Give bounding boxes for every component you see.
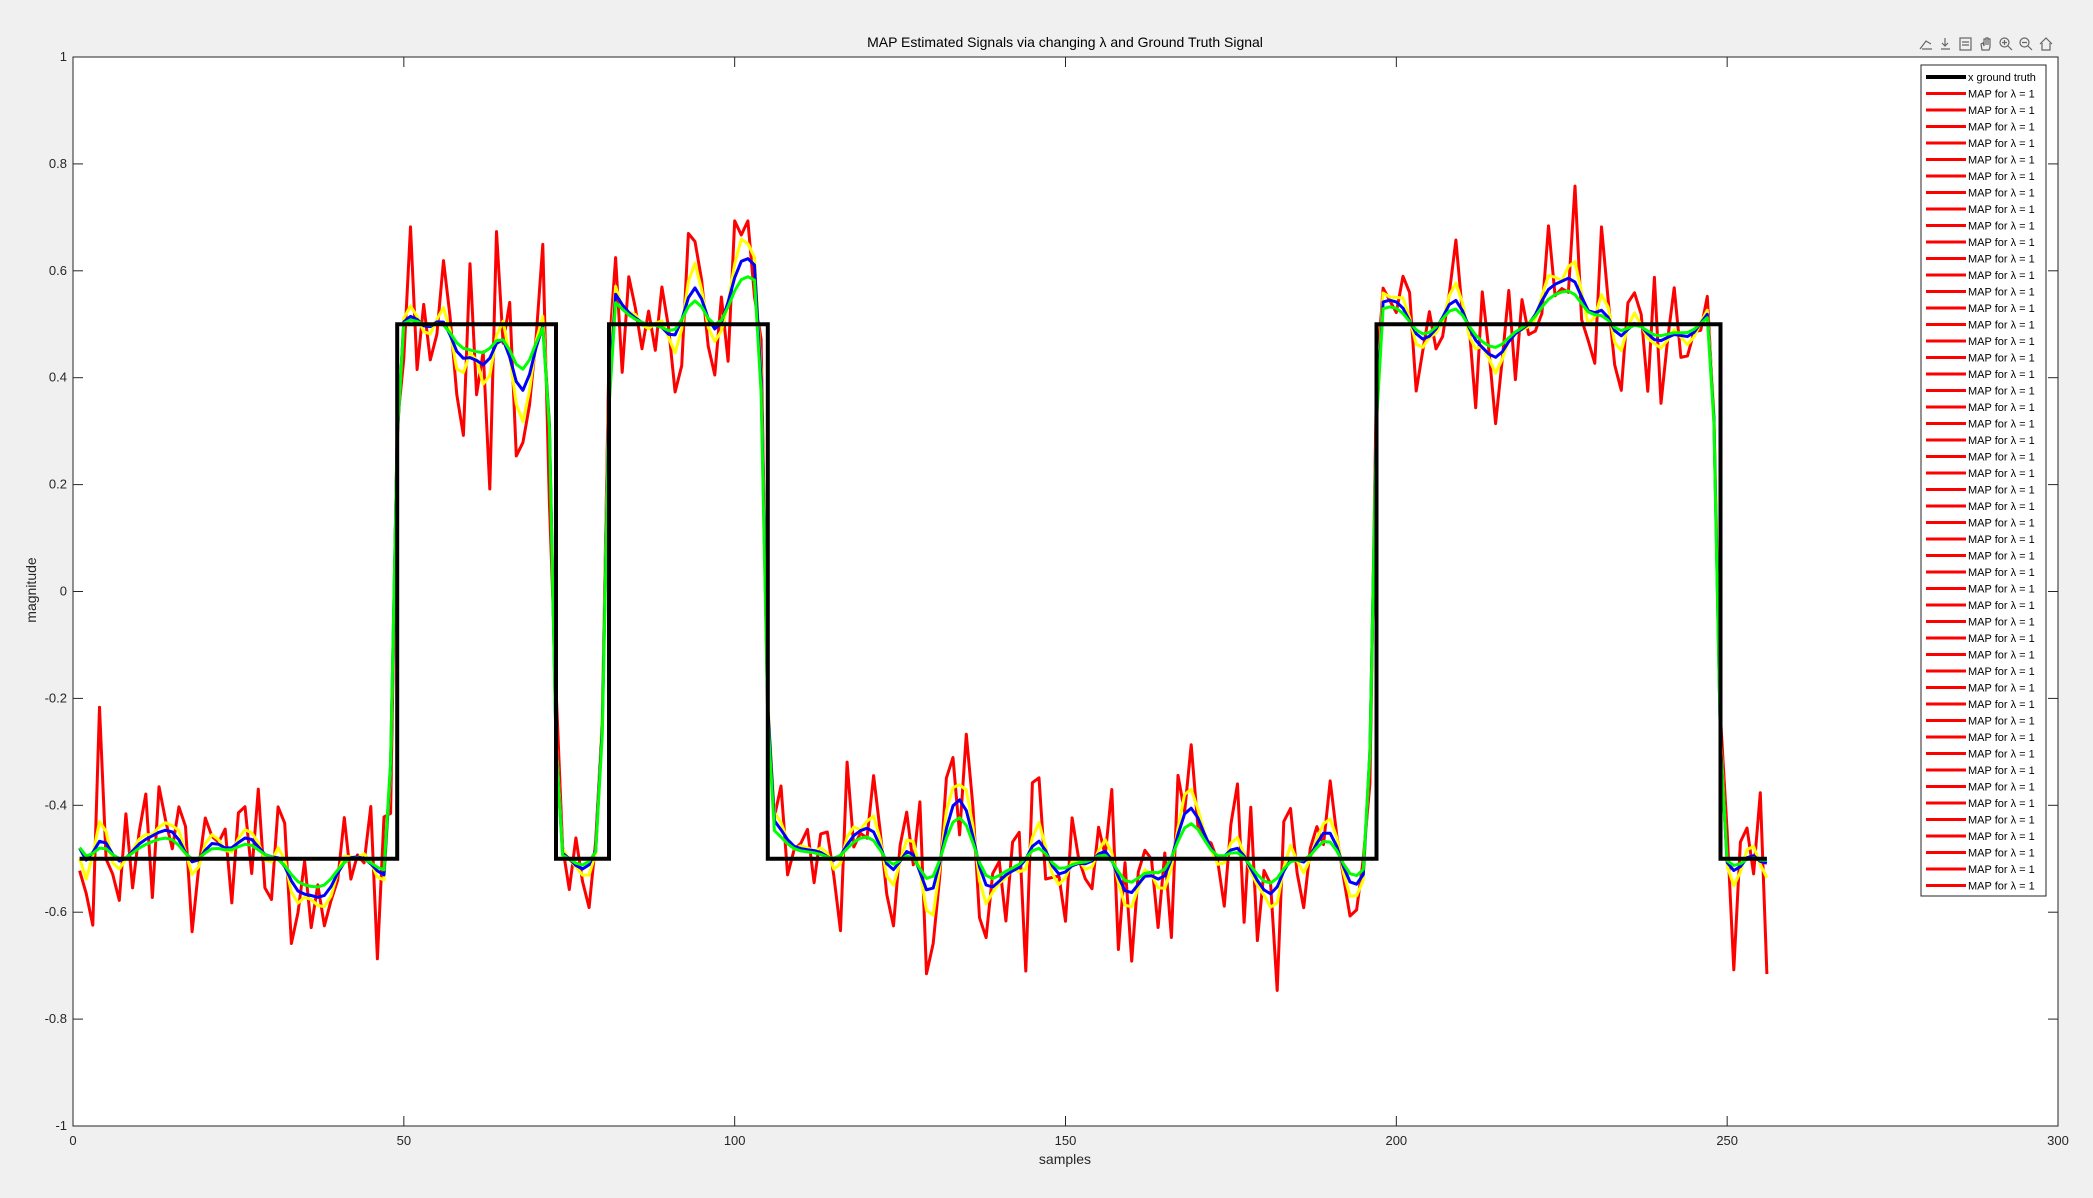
legend-entry-label: MAP for λ = 1	[1968, 435, 2035, 447]
legend-entry-label: MAP for λ = 1	[1968, 287, 2035, 299]
chart-title: MAP Estimated Signals via changing λ and…	[867, 34, 1263, 50]
axes-box	[72, 56, 2059, 1127]
brush-icon[interactable]	[1919, 40, 1932, 50]
legend-entry-label: MAP for λ = 1	[1968, 815, 2035, 827]
zoom-out-icon[interactable]	[2019, 37, 2033, 51]
x-tick-label: 250	[1716, 1133, 1738, 1148]
legend-entry-label: MAP for λ = 1	[1968, 452, 2035, 464]
legend-entry-label: MAP for λ = 1	[1968, 138, 2035, 150]
legend-entry-label: MAP for λ = 1	[1968, 501, 2035, 513]
y-tick-label: 0	[60, 584, 67, 599]
legend-entry-label: MAP for λ = 1	[1968, 881, 2035, 893]
legend-entry-label: MAP for λ = 1	[1968, 402, 2035, 414]
legend-entry-label: MAP for λ = 1	[1968, 782, 2035, 794]
legend[interactable]: x ground truth MAP for λ = 1 MAP for λ = 1…	[1920, 64, 2047, 897]
legend-entry-label: MAP for λ = 1	[1968, 188, 2035, 200]
legend-entry-label: MAP for λ = 1	[1968, 831, 2035, 843]
legend-entry-label: x ground truth	[1968, 72, 2036, 84]
x-tick-label: 100	[724, 1133, 746, 1148]
legend-entry-label: MAP for λ = 1	[1968, 617, 2035, 629]
y-tick-label: 0.4	[49, 370, 67, 385]
legend-entry-label: MAP for λ = 1	[1968, 716, 2035, 728]
y-tick-label: 0.6	[49, 263, 67, 278]
legend-entry-label: MAP for λ = 1	[1968, 600, 2035, 612]
axis-tick-labels: 0 50 100 150 200 250 300 -1 -0.8 -0.6 -0.4 -0.2 0 0.2…	[45, 49, 2069, 1148]
legend-entry-label: MAP for λ = 1	[1968, 666, 2035, 678]
legend-entry-label: MAP for λ = 1	[1968, 699, 2035, 711]
legend-entry-label: MAP for λ = 1	[1968, 369, 2035, 381]
home-icon[interactable]	[2039, 37, 2053, 51]
legend-entry-label: MAP for λ = 1	[1968, 221, 2035, 233]
legend-entry-label: MAP for λ = 1	[1968, 155, 2035, 167]
legend-box	[1920, 64, 2047, 897]
legend-entry-label: MAP for λ = 1	[1968, 468, 2035, 480]
legend-entry-label: MAP for λ = 1	[1968, 254, 2035, 266]
y-tick-label: -1	[55, 1118, 67, 1133]
x-axis-label: samples	[1039, 1151, 1091, 1167]
legend-entry-label: MAP for λ = 1	[1968, 171, 2035, 183]
x-tick-label: 200	[1385, 1133, 1407, 1148]
zoom-in-icon[interactable]	[1999, 37, 2013, 51]
legend-entry-label: MAP for λ = 1	[1968, 122, 2035, 134]
legend-entry-label: MAP for λ = 1	[1968, 633, 2035, 645]
legend-entry-label: MAP for λ = 1	[1968, 419, 2035, 431]
legend-entry-label: MAP for λ = 1	[1968, 749, 2035, 761]
legend-entry-label: MAP for λ = 1	[1968, 237, 2035, 249]
legend-entry-label: MAP for λ = 1	[1968, 270, 2035, 282]
legend-entry-label: MAP for λ = 1	[1968, 320, 2035, 332]
y-tick-label: -0.6	[45, 904, 67, 919]
legend-entry-label: MAP for λ = 1	[1968, 848, 2035, 860]
legend-entry-label: MAP for λ = 1	[1968, 518, 2035, 530]
legend-entry-label: MAP for λ = 1	[1968, 353, 2035, 365]
axes-background	[73, 57, 2058, 1126]
x-tick-label: 150	[1055, 1133, 1077, 1148]
legend-entry-label: MAP for λ = 1	[1968, 584, 2035, 596]
legend-entry-label: MAP for λ = 1	[1968, 485, 2035, 497]
y-tick-label: 0.8	[49, 156, 67, 171]
legend-entry-label: MAP for λ = 1	[1968, 89, 2035, 101]
x-tick-label: 0	[69, 1133, 76, 1148]
y-tick-label: -0.2	[45, 690, 67, 705]
legend-entry-label: MAP for λ = 1	[1968, 798, 2035, 810]
legend-entry-label: MAP for λ = 1	[1968, 105, 2035, 117]
legend-entry-label: MAP for λ = 1	[1968, 567, 2035, 579]
legend-entry-label: MAP for λ = 1	[1968, 551, 2035, 563]
legend-entry-label: MAP for λ = 1	[1968, 765, 2035, 777]
x-tick-label: 300	[2047, 1133, 2069, 1148]
plot-series	[78, 184, 1769, 992]
axes-toolbar	[1919, 37, 2053, 51]
pan-hand-icon[interactable]	[1980, 37, 1991, 51]
legend-edit-icon[interactable]	[1959, 37, 1972, 51]
legend-entry-label: MAP for λ = 1	[1968, 204, 2035, 216]
legend-entry-label: MAP for λ = 1	[1968, 732, 2035, 744]
datatip-icon[interactable]	[1941, 38, 1950, 50]
y-tick-label: 0.2	[49, 477, 67, 492]
legend-entry-label: MAP for λ = 1	[1968, 303, 2035, 315]
x-tick-label: 50	[397, 1133, 411, 1148]
ground-truth-series-line	[79, 322, 1767, 861]
legend-entry-label: MAP for λ = 1	[1968, 534, 2035, 546]
legend-entry-label: MAP for λ = 1	[1968, 650, 2035, 662]
y-tick-label: -0.8	[45, 1011, 67, 1026]
legend-entry-label: MAP for λ = 1	[1968, 336, 2035, 348]
legend-entry-label: MAP for λ = 1	[1968, 683, 2035, 695]
legend-entry-label: MAP for λ = 1	[1968, 386, 2035, 398]
y-tick-label: -0.4	[45, 797, 67, 812]
y-tick-label: 1	[60, 49, 67, 64]
legend-entry-label: MAP for λ = 1	[1968, 864, 2035, 876]
y-axis-label: magnitude	[23, 557, 39, 623]
